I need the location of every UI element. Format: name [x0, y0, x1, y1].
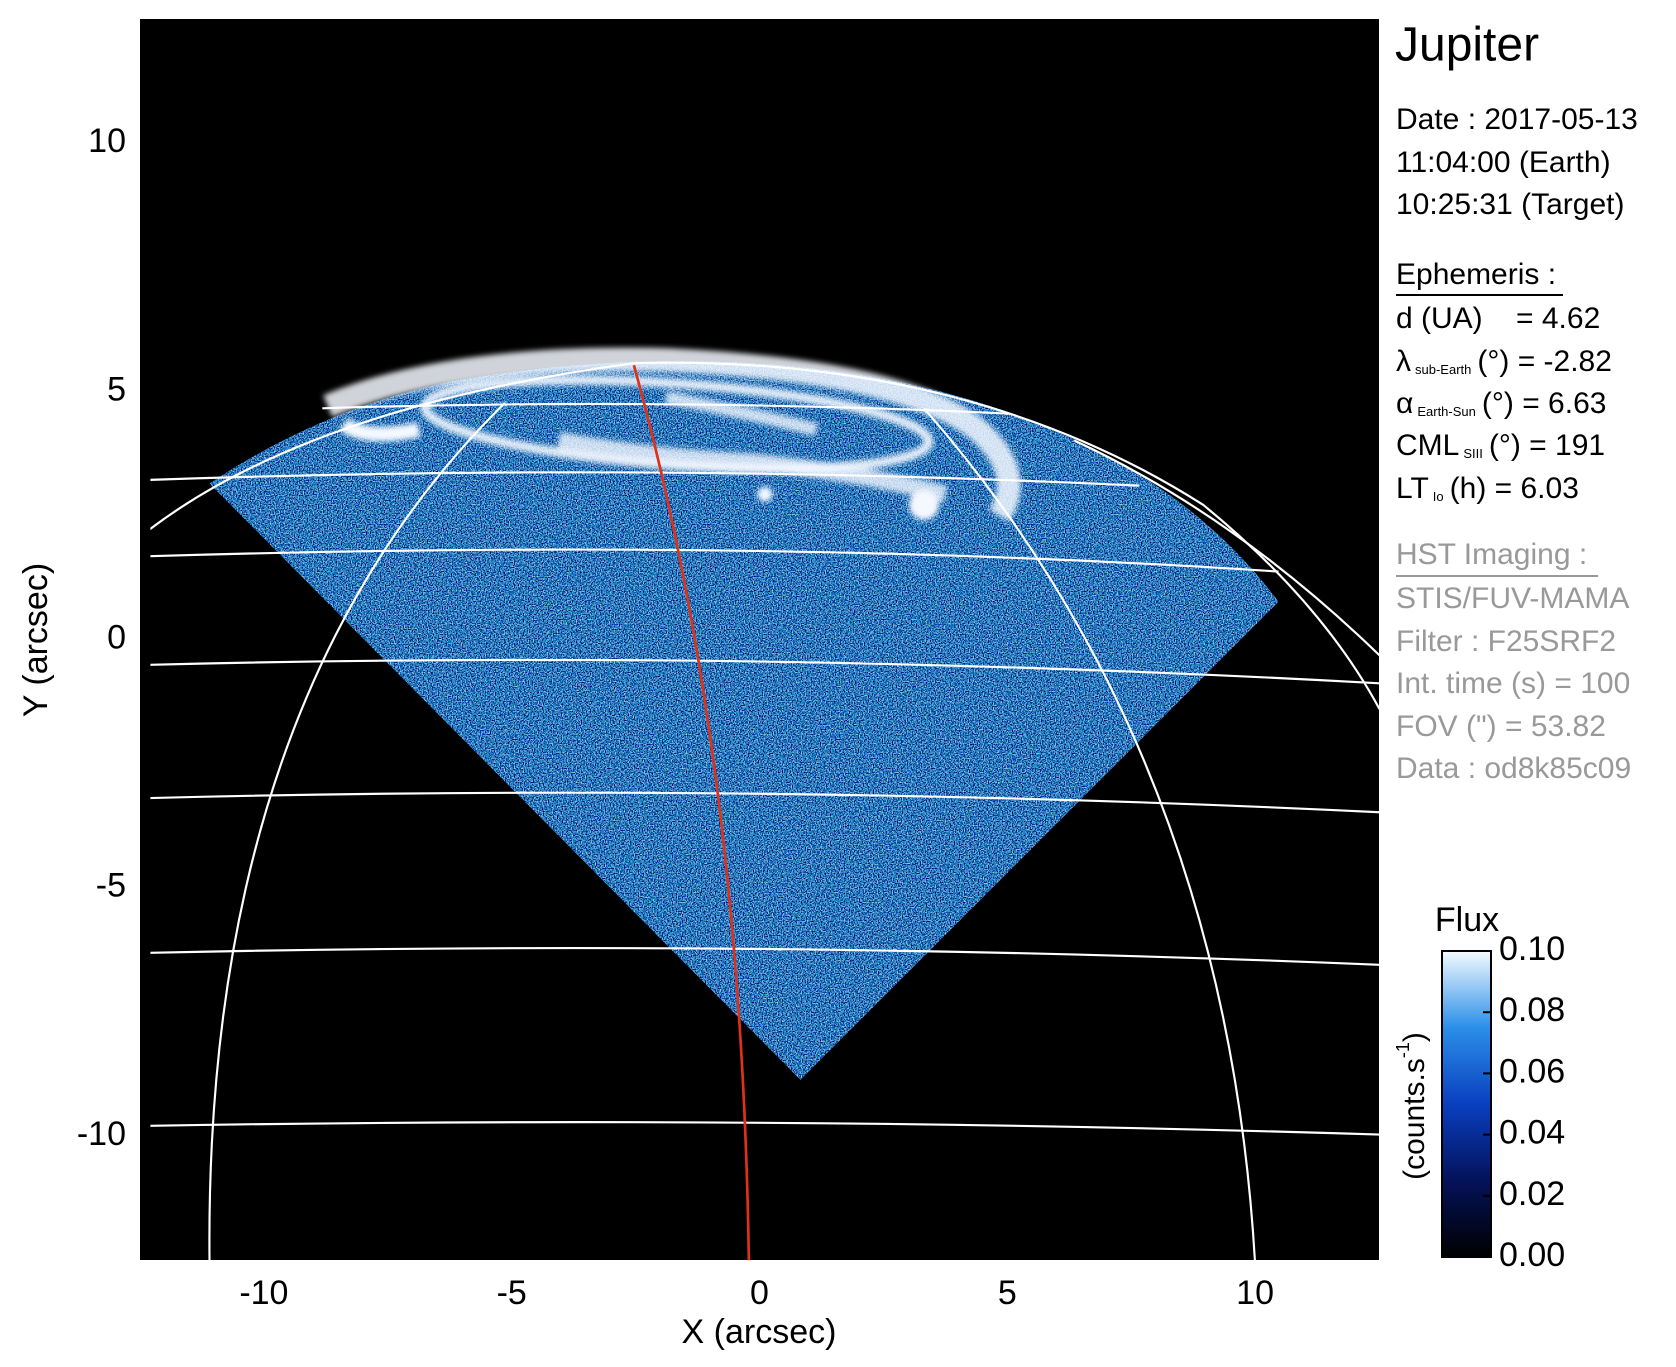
imaging-heading: HST Imaging : — [1396, 538, 1587, 571]
ephemeris-rest: (°) = -2.82 — [1477, 345, 1612, 378]
ephemeris-rest: (°) = 6.63 — [1482, 387, 1607, 420]
imaging-line: Data : od8k85c09 — [1396, 752, 1631, 785]
ephemeris-main: d (UA) = 4.62 — [1396, 302, 1600, 335]
imaging-line: Int. time (s) = 100 — [1396, 667, 1630, 700]
image — [150, 347, 1381, 1261]
x-tick-label: 0 — [750, 1274, 769, 1312]
central-meridian — [632, 364, 751, 1261]
y-tick-label: 5 — [107, 370, 126, 408]
ephemeris-heading: Ephemeris : — [1396, 258, 1556, 291]
colorbar-tick-label: 0.06 — [1499, 1052, 1565, 1090]
colorbar-tick-label: 0.02 — [1499, 1175, 1565, 1213]
aurora — [323, 347, 1021, 522]
ephemeris-line: λ sub-Earth (°) = -2.82 — [1396, 345, 1612, 378]
ephemeris-main: α — [1396, 387, 1413, 420]
colorbar-label-sup: -1 — [1393, 1042, 1413, 1058]
x-tick-label: 5 — [998, 1274, 1017, 1312]
date-line: 11:04:00 (Earth) — [1396, 146, 1611, 179]
colorbar-tick-label: 0.04 — [1499, 1114, 1565, 1152]
ephemeris-rest: (°) = 191 — [1489, 429, 1605, 462]
ephemeris-line: α Earth-Sun (°) = 6.63 — [1396, 387, 1606, 420]
colorbar-label-main: (counts.s — [1398, 1058, 1431, 1180]
ephemeris-line: d (UA) = 4.62 — [1396, 302, 1600, 335]
imaging-line: STIS/FUV-MAMA — [1396, 582, 1629, 615]
ephemeris-line: CML SIII (°) = 191 — [1396, 429, 1605, 462]
ephemeris-sub: Earth-Sun — [1417, 404, 1476, 419]
colorbar — [1441, 950, 1492, 1258]
x-tick-label: -10 — [239, 1274, 288, 1312]
colorbar-tick-label: 0.08 — [1499, 991, 1565, 1029]
date-line: 10:25:31 (Target) — [1396, 188, 1624, 221]
x-tick-label: 10 — [1236, 1274, 1274, 1312]
imaging-line: Filter : F25SRF2 — [1396, 625, 1616, 658]
ephemeris-sub: Io — [1433, 489, 1444, 504]
colorbar-label-end: ) — [1398, 1032, 1431, 1042]
planet-title: Jupiter — [1395, 19, 1539, 72]
date-line: Date : 2017-05-13 — [1396, 103, 1638, 136]
ephemeris-sub: sub-Earth — [1415, 362, 1471, 377]
colorbar-label: (counts.s-1) — [1393, 1032, 1431, 1180]
ephemeris-main: CML — [1396, 429, 1459, 462]
x-axis-label: X (arcsec) — [682, 1313, 837, 1351]
x-tick-label: -5 — [497, 1274, 527, 1312]
colorbar-title: Flux — [1435, 901, 1499, 939]
colorbar-tick-label: 0.10 — [1499, 930, 1565, 968]
ephemeris-line: LT Io (h) = 6.03 — [1396, 472, 1579, 505]
y-tick-label: 10 — [88, 122, 126, 160]
y-axis-label: Y (arcsec) — [17, 563, 55, 717]
y-tick-label: -10 — [77, 1115, 126, 1153]
y-tick-label: -5 — [96, 867, 126, 905]
ephemeris-sub: SIII — [1463, 446, 1483, 461]
ephemeris-main: LT — [1396, 472, 1429, 505]
imaging-line: FOV (") = 53.82 — [1396, 710, 1606, 743]
planet-grid — [150, 361, 1381, 1261]
colorbar-tick-label: 0.00 — [1499, 1236, 1565, 1274]
ephemeris-main: λ — [1396, 345, 1411, 378]
y-tick-label: 0 — [107, 618, 126, 656]
ephemeris-rest: (h) = 6.03 — [1450, 472, 1579, 505]
